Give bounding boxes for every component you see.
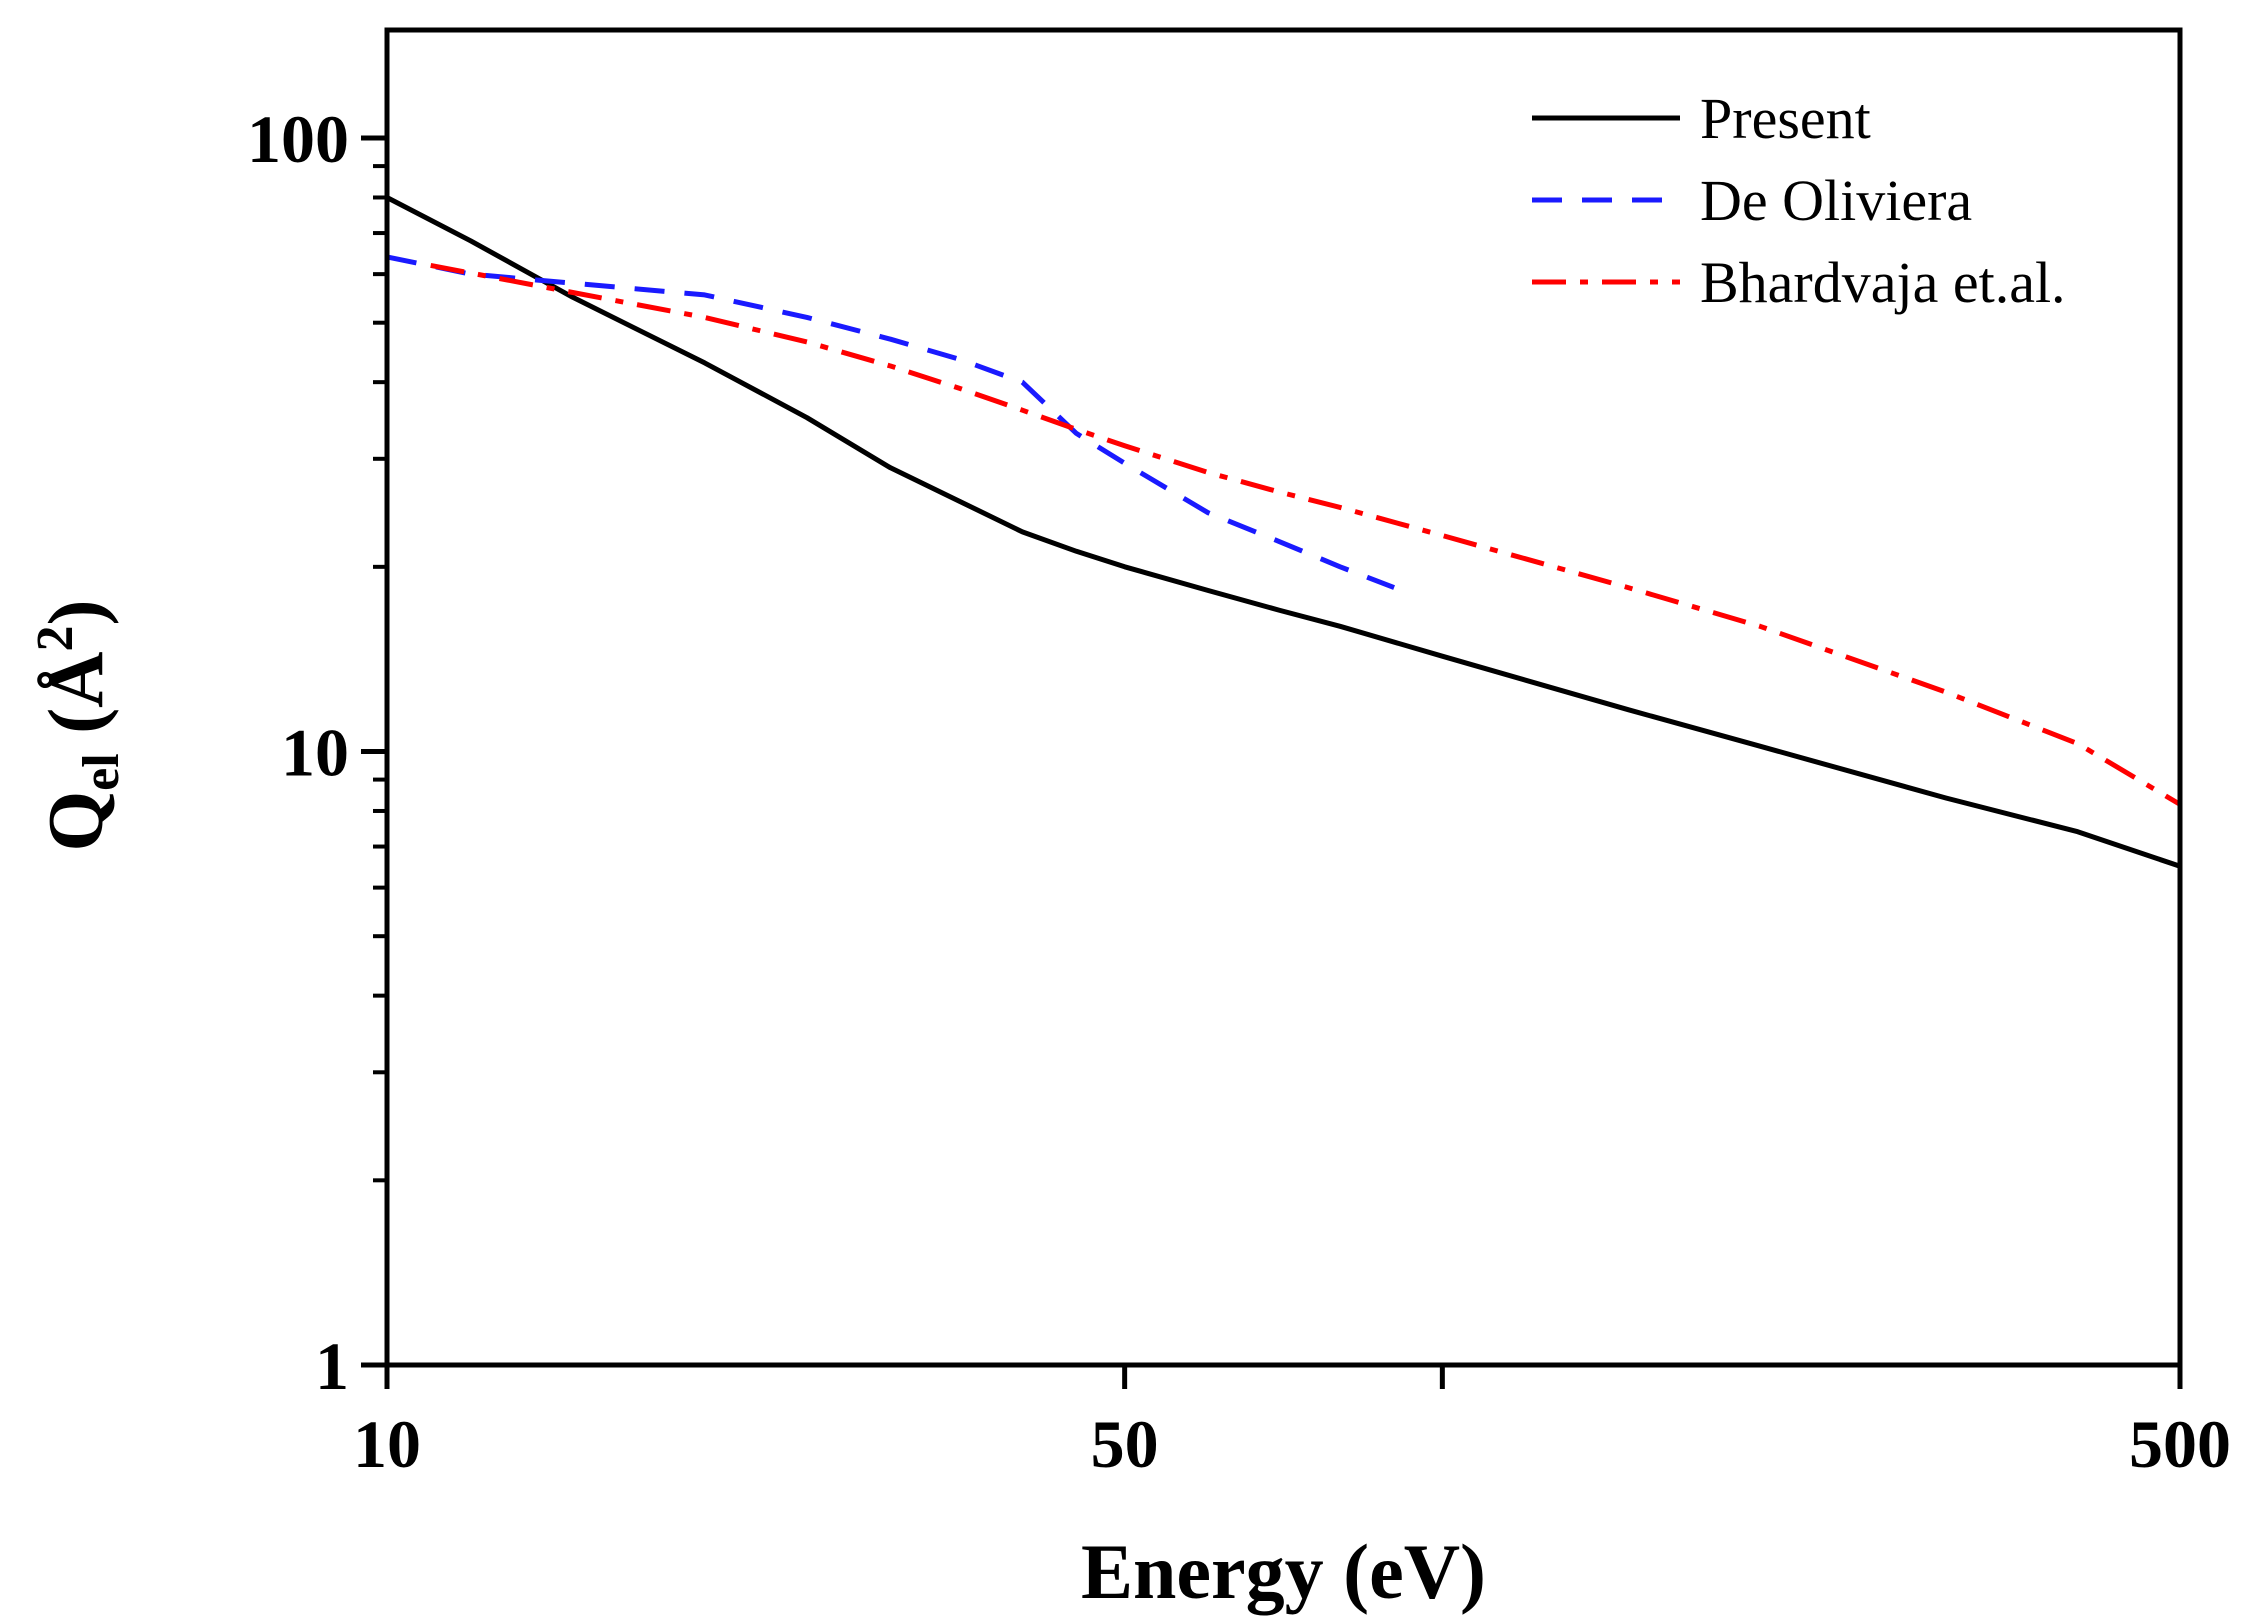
x-tick-label: 10 xyxy=(353,1406,421,1482)
legend-label: Bhardvaja et.al. xyxy=(1700,250,2066,315)
y-axis-title-close-paren: ) xyxy=(32,599,119,625)
y-tick-label: 100 xyxy=(247,101,349,177)
y-axis-title-open-paren: ( xyxy=(32,708,119,753)
plot-frame xyxy=(384,27,2183,1368)
y-tick-label: 10 xyxy=(281,715,349,791)
series-line xyxy=(385,195,2181,869)
y-axis-title-subscript: el xyxy=(73,753,130,791)
legend-label: Present xyxy=(1700,86,1871,151)
legend: Present De Oliviera Bhardvaja et.al. xyxy=(1532,86,2066,315)
y-axis-title: Qel (Å2) xyxy=(27,599,130,851)
y-axis-title-q: Q xyxy=(32,791,119,852)
y-tick-label: 1 xyxy=(315,1328,349,1404)
y-axis-title-superscript: 2 xyxy=(27,625,84,651)
series-lines xyxy=(385,195,2182,869)
x-tick-label: 500 xyxy=(2129,1406,2231,1482)
series-line xyxy=(430,262,2182,807)
x-tick-label: 50 xyxy=(1091,1406,1159,1482)
x-axis-title: Energy (eV) xyxy=(1081,1528,1486,1615)
y-axis-title-unit: Å xyxy=(32,651,119,707)
series-line xyxy=(386,254,1395,590)
legend-label: De Oliviera xyxy=(1700,168,1972,233)
